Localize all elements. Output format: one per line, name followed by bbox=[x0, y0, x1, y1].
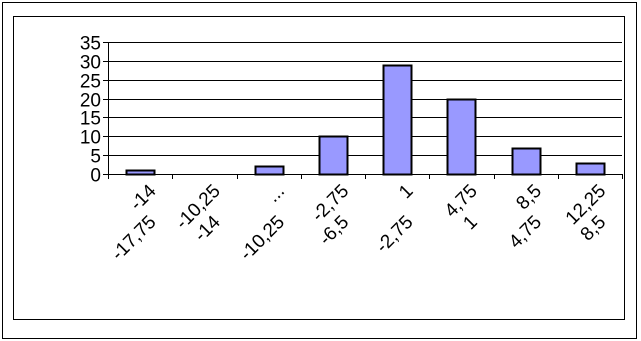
y-tick-label: 5 bbox=[90, 147, 101, 168]
bar bbox=[575, 162, 606, 176]
bar bbox=[125, 169, 156, 176]
axes bbox=[103, 42, 623, 179]
bar bbox=[511, 147, 542, 176]
y-tick-label: 15 bbox=[80, 109, 101, 130]
bar bbox=[446, 98, 477, 176]
y-tick-label: 10 bbox=[80, 128, 101, 149]
bar bbox=[254, 165, 285, 176]
bar bbox=[318, 135, 349, 176]
chart-area-border bbox=[13, 16, 625, 320]
y-tick-label: 25 bbox=[80, 72, 101, 93]
bar bbox=[382, 64, 413, 176]
y-tick-label: 0 bbox=[90, 166, 101, 187]
y-tick-label: 20 bbox=[80, 91, 101, 112]
y-tick-label: 30 bbox=[80, 53, 101, 74]
y-tick-label: 35 bbox=[80, 34, 101, 55]
